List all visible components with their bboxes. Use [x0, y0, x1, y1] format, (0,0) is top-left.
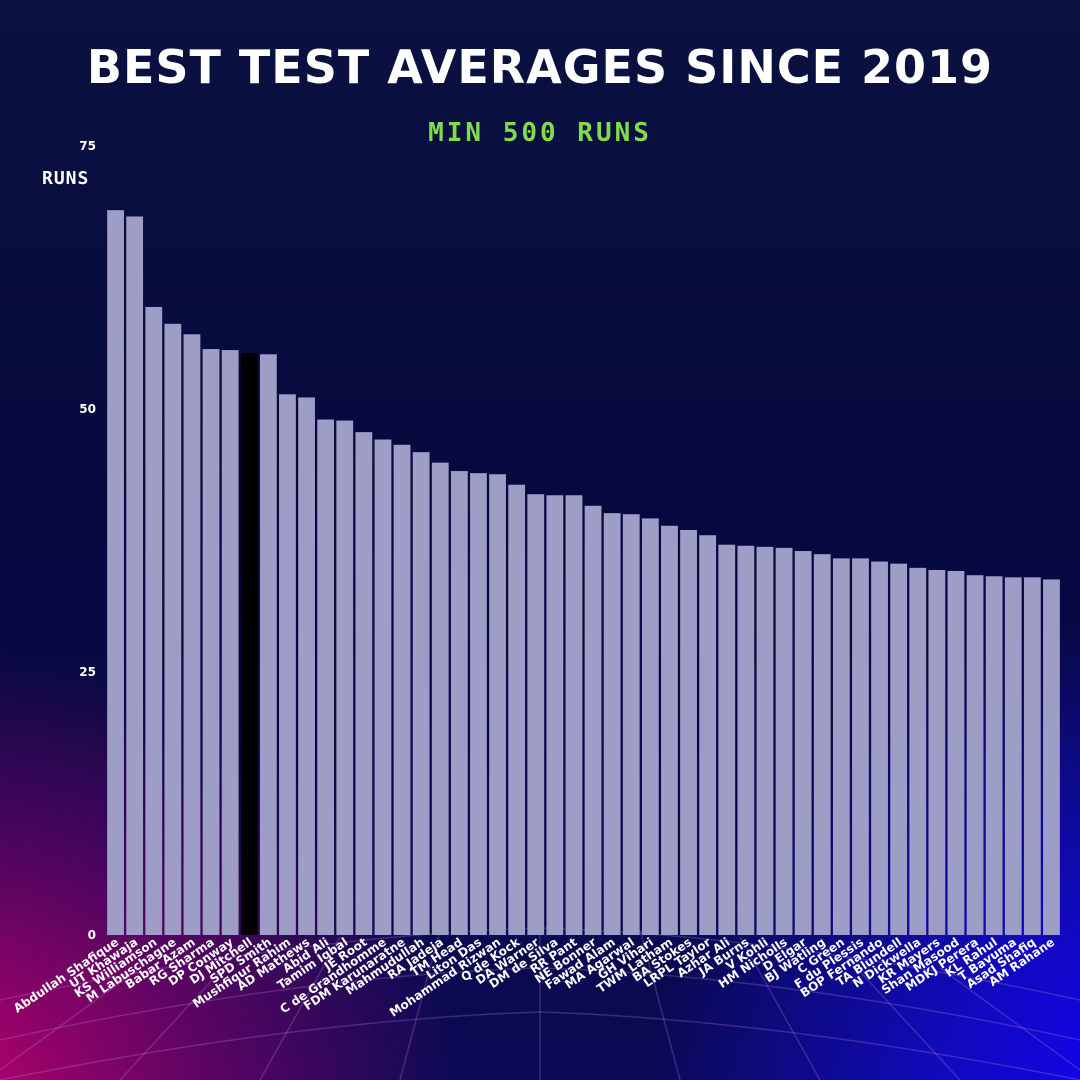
bar [641, 518, 659, 935]
bar [680, 529, 697, 935]
bar [661, 525, 678, 935]
y-tick-label: 0 [88, 928, 96, 942]
y-tick-label: 50 [79, 402, 96, 416]
bar [756, 546, 774, 935]
bar [1004, 577, 1022, 935]
bar [890, 563, 908, 935]
bar [966, 575, 984, 935]
y-axis-label: RUNS [42, 168, 90, 189]
chart-subtitle: MIN 500 RUNS [428, 118, 652, 148]
bar [336, 420, 354, 935]
bar [1023, 577, 1041, 935]
y-tick-label: 25 [79, 665, 96, 679]
bar [565, 495, 583, 935]
bar [546, 495, 564, 935]
bar [279, 394, 296, 935]
bar [164, 323, 182, 935]
bar [202, 349, 220, 935]
y-axis-ticks: 0 25 50 75 [79, 139, 96, 942]
bar [259, 354, 277, 935]
bar [832, 558, 850, 935]
bar [1043, 579, 1060, 935]
bar [374, 439, 392, 935]
bar [240, 353, 258, 935]
bar [852, 558, 869, 935]
bar [298, 397, 315, 935]
bar [489, 474, 506, 935]
bar [947, 571, 965, 935]
bar [183, 334, 201, 935]
bar [775, 547, 793, 935]
bar [622, 514, 640, 935]
bar [794, 551, 812, 935]
bar [317, 419, 335, 935]
bar [699, 535, 717, 935]
bar [126, 216, 144, 936]
bar [718, 544, 736, 935]
bar [603, 513, 621, 935]
bar [909, 567, 927, 935]
bar [431, 462, 449, 935]
bar [145, 306, 163, 936]
bar [470, 473, 487, 935]
bar [737, 545, 755, 935]
chart-title: BEST TEST AVERAGES SINCE 2019 [86, 40, 994, 94]
bar [393, 444, 411, 935]
bar [871, 561, 888, 935]
bar [813, 554, 831, 935]
bar [355, 432, 373, 935]
bar [985, 576, 1003, 935]
bar [107, 210, 124, 936]
bar [450, 471, 468, 935]
bar [508, 484, 526, 935]
bar [412, 452, 430, 935]
bar [928, 569, 946, 935]
y-tick-label: 75 [79, 139, 96, 153]
bar [584, 505, 602, 935]
bars [107, 210, 1060, 936]
bar [221, 350, 239, 936]
bar [527, 494, 545, 935]
